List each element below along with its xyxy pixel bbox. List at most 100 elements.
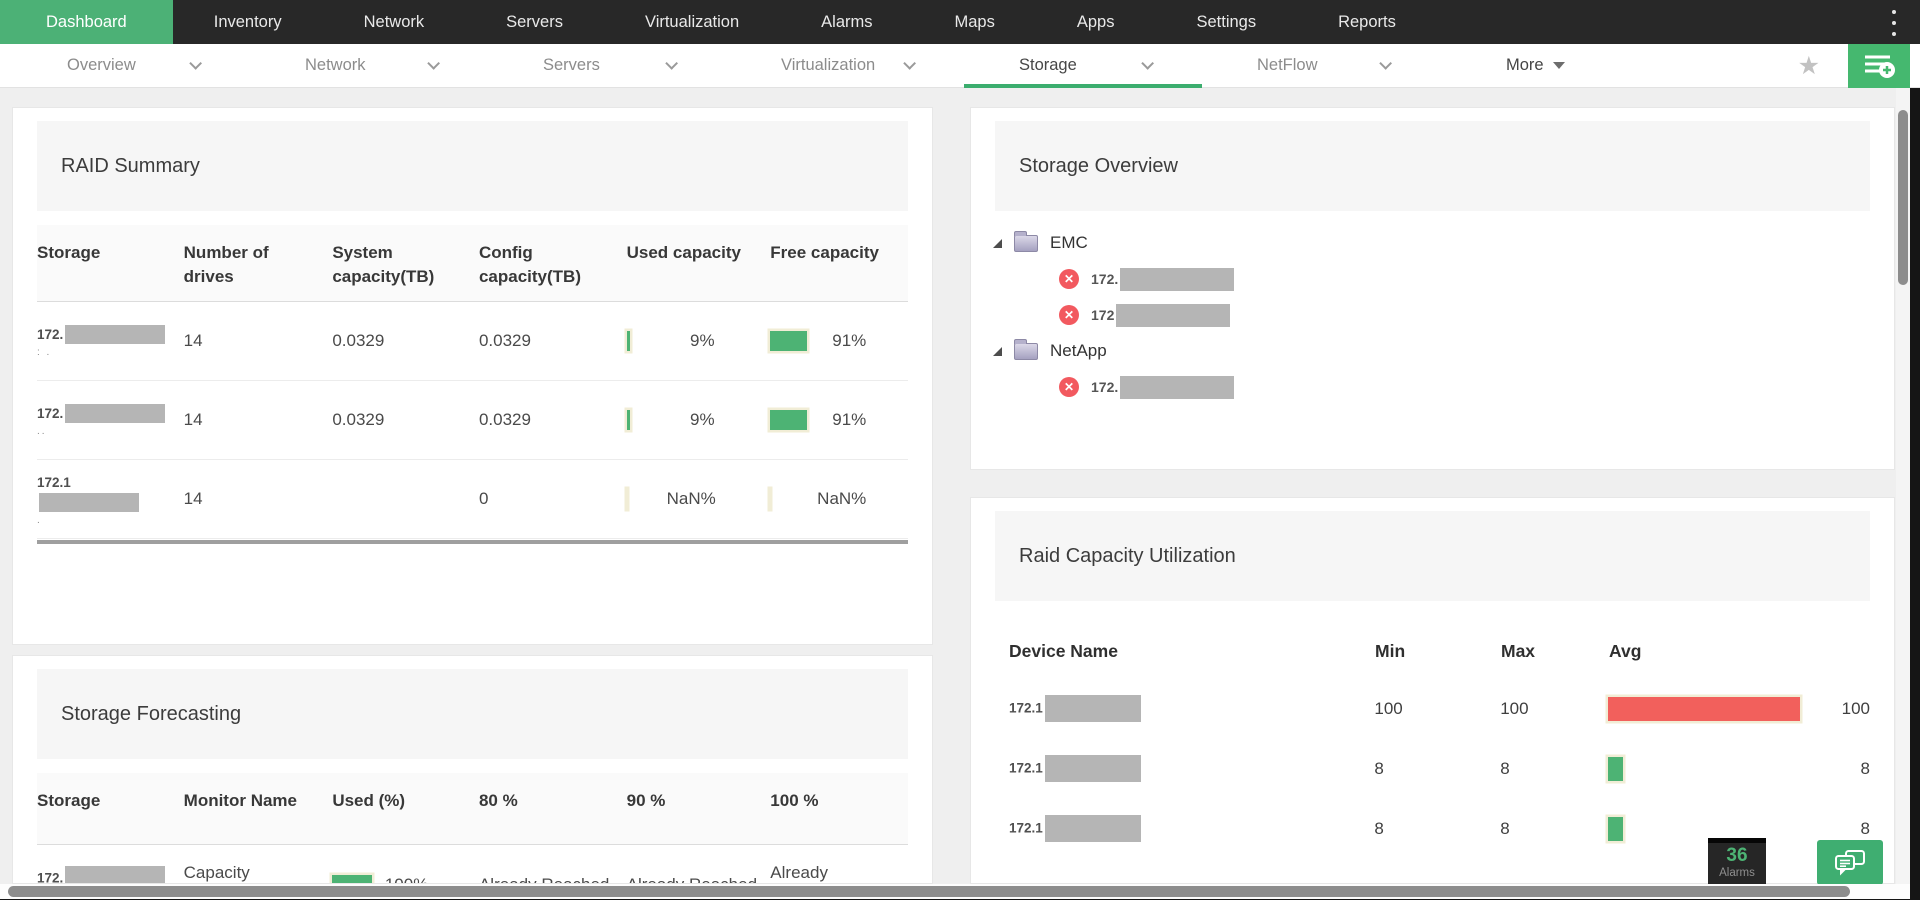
redacted-value [1044,815,1141,842]
chevron-down-icon [903,57,916,70]
tab-network[interactable]: Network [250,44,488,87]
raid-capacity-widget: Raid Capacity Utilization Device Name Mi… [970,497,1895,884]
avg-utilization-bar [1608,816,1800,841]
tree-expanded-icon[interactable] [993,238,1002,248]
dashboard-tabs-bar: Overview Network Servers Virtualization … [0,44,1920,88]
redacted-value [1120,375,1235,399]
tree-expanded-icon[interactable] [993,346,1002,356]
folder-icon [1014,230,1038,252]
redacted-value [39,493,139,512]
storage-forecasting-table: Storage Monitor Name Used (%) 80 % 90 % … [37,773,908,883]
nav-dashboard[interactable]: Dashboard [0,0,173,44]
device-link[interactable]: 172.1 [1009,695,1374,722]
redacted-value [65,865,166,883]
chat-bubbles-icon [1835,849,1865,875]
widget-header: Storage Overview [995,121,1870,211]
nav-inventory[interactable]: Inventory [213,12,282,31]
add-dashboard-button[interactable] [1848,44,1910,88]
tree-device-item[interactable]: ✕ 172 [971,297,1894,333]
raid-summary-widget: RAID Summary Storage Number of drives Sy… [12,107,933,645]
redacted-value [1116,303,1231,327]
storage-device-link[interactable]: 172. .. [37,403,184,437]
redacted-value [1044,755,1141,782]
alarm-count-badge[interactable]: 36 Alarms [1708,838,1766,885]
chevron-down-icon [665,57,678,70]
widget-header: RAID Summary [37,121,908,211]
redacted-value [65,325,166,344]
table-row: 172.1 8 8 8 [1009,815,1870,842]
tab-overview[interactable]: Overview [12,44,250,87]
vertical-scrollbar[interactable] [1896,88,1910,884]
storage-overview-widget: Storage Overview EMC ✕ 172. ✕ 172 [970,107,1895,470]
used-percent-bar [332,874,373,883]
tree-group-netapp[interactable]: NetApp [971,333,1894,369]
table-header-row: Storage Monitor Name Used (%) 80 % 90 % … [37,773,908,845]
tab-storage[interactable]: Storage [964,44,1202,88]
nav-servers[interactable]: Servers [506,12,563,31]
device-link[interactable]: 172.1 [1009,815,1374,842]
kebab-menu-icon[interactable] [1890,10,1898,36]
tree-device-item[interactable]: ✕ 172. [971,261,1894,297]
table-row: 172. : Capacity Utilization 100% Already… [37,845,908,883]
horizontal-scrollbar-thumb[interactable] [8,886,1850,897]
storage-tree: EMC ✕ 172. ✕ 172 NetApp [971,225,1894,405]
chevron-down-icon [427,57,440,70]
widget-title: Storage Forecasting [61,702,242,725]
free-capacity-bar [770,331,810,351]
table-header-row: Storage Number of drives System capacity… [37,225,908,302]
error-status-icon: ✕ [1059,269,1079,289]
avg-utilization-bar [1608,696,1800,721]
chat-button[interactable] [1817,840,1883,885]
vertical-scrollbar-thumb[interactable] [1898,110,1908,285]
horizontal-scrollbar[interactable] [0,884,1910,899]
error-status-icon: ✕ [1059,377,1079,397]
free-capacity-bar [770,410,810,430]
device-link[interactable]: 172.1 [1009,755,1374,782]
redacted-value [1044,695,1141,722]
triangle-down-icon [1552,62,1565,69]
nav-virtualization[interactable]: Virtualization [644,12,740,31]
tab-more[interactable]: More [1440,44,1600,87]
free-capacity-bar [770,489,810,509]
table-row: 172. .. 14 0.0329 0.0329 9% 91% [37,381,908,460]
chevron-down-icon [189,57,202,70]
tree-device-item[interactable]: ✕ 172. [971,369,1894,405]
widget-title: Storage Overview [1019,154,1178,177]
table-horizontal-scrollbar[interactable] [37,540,908,544]
dashboard-content: RAID Summary Storage Number of drives Sy… [0,88,1920,885]
storage-device-link[interactable]: 172.1 . [37,472,184,526]
widget-header: Raid Capacity Utilization [995,511,1870,601]
table-header-row: Device Name Min Max Avg [1009,641,1642,661]
raid-capacity-table: Device Name Min Max Avg 172.1 100 100 10… [995,641,1870,842]
redacted-value [65,404,166,423]
tree-group-emc[interactable]: EMC [971,225,1894,261]
table-row: 172.1 8 8 8 [1009,755,1870,782]
nav-settings[interactable]: Settings [1196,12,1257,31]
widget-title: RAID Summary [61,154,200,177]
used-capacity-bar [626,331,667,351]
tab-servers[interactable]: Servers [488,44,726,87]
tab-virtualization[interactable]: Virtualization [726,44,964,87]
star-icon[interactable]: ★ [1797,52,1820,80]
used-capacity-bar [626,410,667,430]
window-right-edge [1910,44,1920,900]
used-capacity-bar [627,489,667,509]
table-row: 172.1 100 100 100 [1009,695,1870,722]
chevron-down-icon [1379,57,1392,70]
redacted-value [1120,267,1235,291]
tab-netflow[interactable]: NetFlow [1202,44,1440,87]
widget-header: Storage Forecasting [37,669,908,759]
nav-network[interactable]: Network [363,12,425,31]
top-navigation: Dashboard Inventory Network Servers Virt… [0,0,1920,44]
table-row: 172.1 . 14 0 NaN% NaN% [37,460,908,539]
nav-maps[interactable]: Maps [954,12,995,31]
table-row: 172. : . 14 0.0329 0.0329 9% 91% [37,302,908,381]
storage-device-link[interactable]: 172. : . [37,324,184,358]
storage-device-link[interactable]: 172. : [37,865,184,883]
nav-reports[interactable]: Reports [1338,12,1396,31]
nav-alarms[interactable]: Alarms [821,12,873,31]
nav-apps[interactable]: Apps [1076,12,1115,31]
error-status-icon: ✕ [1059,305,1079,325]
list-add-icon [1865,55,1895,78]
